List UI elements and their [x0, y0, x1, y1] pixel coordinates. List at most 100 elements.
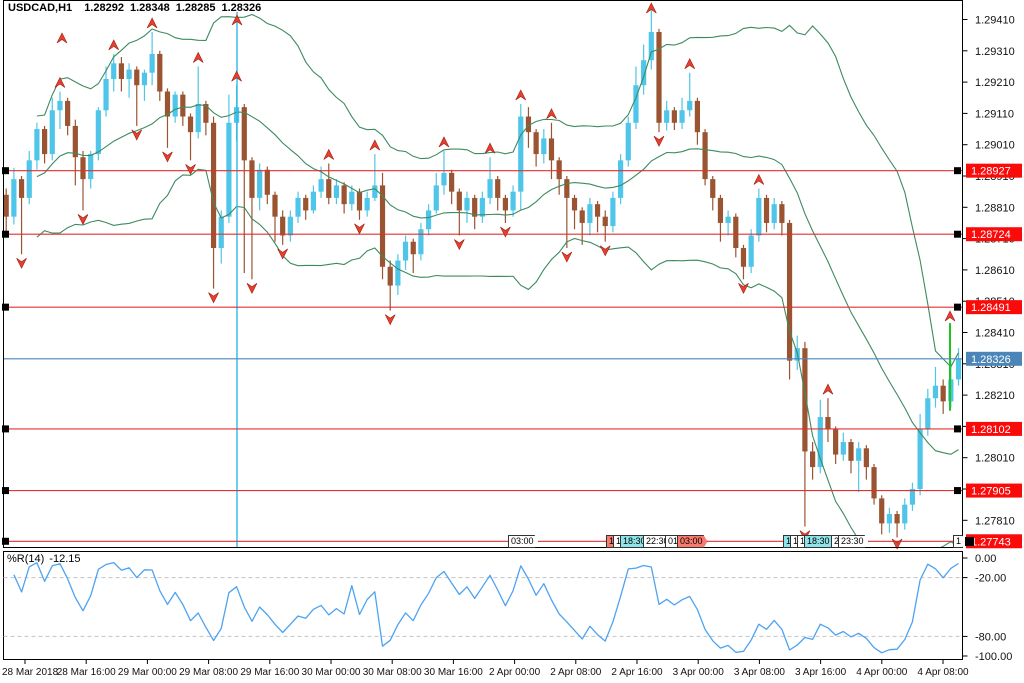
williams-r-line — [13, 561, 959, 654]
price-axis-label: 1.28810 — [975, 202, 1015, 214]
candle-bull — [909, 482, 916, 511]
fractal-down-icon — [653, 135, 665, 147]
candle-body — [756, 197, 762, 236]
candle-bull — [195, 66, 201, 139]
candle-bull — [418, 222, 424, 261]
line-handle-left[interactable] — [2, 537, 9, 545]
line-handle-left[interactable] — [2, 303, 9, 311]
candle-bear — [134, 66, 140, 126]
candle-body — [164, 91, 171, 117]
time-axis-label: 28 Mar 2018 — [2, 667, 59, 678]
fractal-up-icon — [822, 383, 834, 395]
candle-body — [318, 179, 324, 192]
candle-bull — [226, 94, 232, 223]
fractal-up-icon — [369, 139, 381, 151]
quote-open: 1.28292 — [84, 2, 124, 14]
candle-body — [356, 191, 363, 211]
candle-bear — [303, 194, 309, 220]
price-tag-text: 1.27905 — [971, 486, 1011, 498]
fractal-down-icon — [354, 223, 365, 235]
candle-bull — [103, 66, 109, 117]
candle-body — [88, 154, 94, 180]
candle-bull — [610, 191, 616, 233]
candle-bear — [602, 210, 608, 242]
time-tag[interactable]: 18:30 — [620, 535, 651, 548]
candle-body — [118, 63, 124, 79]
price-tag-text: 1.28724 — [971, 229, 1011, 241]
fractal-up-icon — [323, 148, 335, 160]
time-tag[interactable]: 23:30 — [838, 535, 869, 548]
candle-bull — [349, 185, 355, 211]
candle-body — [426, 210, 432, 230]
candle-bear — [356, 188, 363, 220]
line-handle-right[interactable] — [954, 303, 961, 311]
candle-bull — [310, 185, 316, 214]
candle-body — [479, 197, 485, 217]
candle-bear — [42, 125, 48, 164]
candle-bear — [157, 50, 163, 101]
line-handle-left[interactable] — [2, 230, 9, 238]
candle-bear — [472, 194, 478, 230]
candle-body — [218, 216, 224, 248]
object-handle-square[interactable] — [965, 537, 974, 546]
fractal-up-icon — [546, 108, 557, 120]
fractal-down-icon — [16, 258, 27, 269]
price-axis-label: 1.28210 — [975, 390, 1015, 402]
candle-bear — [763, 194, 770, 233]
candle-body — [779, 204, 785, 223]
line-handle-right[interactable] — [954, 425, 961, 433]
line-handle-right[interactable] — [954, 167, 961, 175]
candle-bear — [710, 176, 716, 211]
time-tag[interactable]: 18:30 — [804, 535, 835, 548]
candle-bear — [72, 119, 78, 186]
candle-body — [72, 125, 78, 158]
signal-arrow-icon — [231, 14, 243, 26]
candle-bull — [641, 44, 647, 95]
candle-body — [203, 104, 209, 123]
line-handle-left[interactable] — [2, 425, 9, 433]
candle-body — [625, 122, 631, 161]
indicator-scale-label: -80.00 — [975, 631, 1006, 643]
candle-bull — [26, 150, 32, 205]
candle-bear — [187, 113, 194, 161]
line-handle-right[interactable] — [954, 230, 961, 238]
time-tag[interactable]: 03:00 — [508, 535, 539, 548]
candle-body — [11, 179, 17, 217]
candle-body — [18, 179, 25, 198]
candle-bear — [848, 438, 854, 474]
candle-bear — [379, 172, 386, 280]
candle-body — [817, 417, 823, 468]
candle-body — [564, 179, 570, 198]
fractal-up-icon — [438, 136, 450, 148]
candle-body — [410, 241, 416, 255]
candle-body — [487, 179, 493, 198]
candle-body — [418, 229, 424, 255]
candle-body — [333, 185, 340, 198]
candle-body — [341, 185, 347, 205]
fractal-down-icon — [277, 248, 288, 260]
indicator-scale-label: 0.00 — [975, 553, 996, 565]
time-tag[interactable]: 03:00 — [677, 535, 708, 548]
line-handle-left[interactable] — [2, 167, 9, 175]
candle-body — [940, 385, 946, 402]
line-handle-left[interactable] — [2, 487, 9, 495]
time-axis-label: 30 Mar 08:00 — [363, 667, 422, 678]
candle-bull — [932, 366, 939, 408]
candle-body — [502, 197, 508, 211]
price-axis-label: 1.29110 — [975, 108, 1014, 120]
candle-body — [687, 100, 693, 111]
line-handle-right[interactable] — [954, 487, 961, 495]
fractal-down-icon — [131, 129, 143, 141]
candle-bear — [548, 122, 555, 180]
signal-arrow-icon — [944, 310, 956, 322]
level-price-tag: 1.27743 — [966, 534, 1022, 549]
candle-body — [257, 169, 263, 198]
candle-body — [57, 100, 63, 111]
candle-bull — [34, 122, 40, 170]
candle-body — [3, 194, 9, 217]
bollinger-middle-line — [36, 104, 959, 455]
time-axis-label: 4 Apr 00:00 — [856, 667, 908, 678]
candle-bull — [902, 498, 908, 530]
candle-body — [34, 129, 40, 161]
